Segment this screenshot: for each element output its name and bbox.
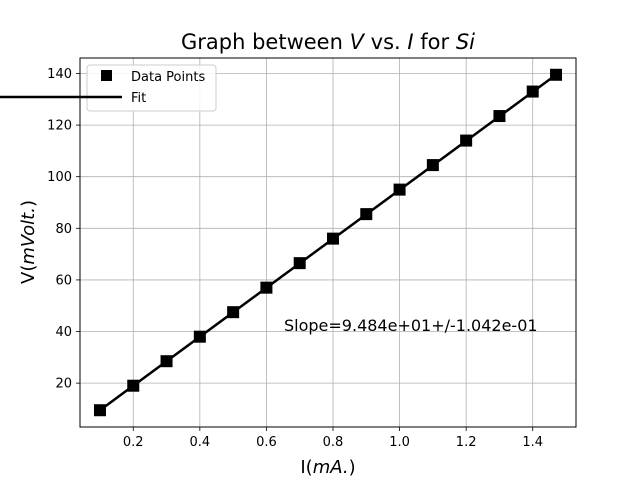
legend-box <box>86 64 217 112</box>
slope-annotation: Slope=9.484e+01+/-1.042e-01 <box>284 316 538 335</box>
x-axis-label-suffix: ) <box>349 457 356 478</box>
x-tick-label: 0.2 <box>123 435 144 450</box>
legend: Data Points Fit <box>0 64 217 112</box>
legend-label-data-points: Data Points <box>131 70 205 85</box>
data-point <box>460 134 473 147</box>
y-tick-label: 140 <box>47 67 72 82</box>
title-middle: vs. <box>364 30 407 54</box>
plot-frame <box>79 57 577 428</box>
data-point <box>193 330 206 343</box>
y-tick-label: 120 <box>47 119 72 134</box>
title-prefix: Graph between <box>181 30 350 54</box>
x-tick-label: 0.6 <box>256 435 277 450</box>
legend-label-fit: Fit <box>131 91 146 106</box>
x-tick-label: 0.4 <box>189 435 210 450</box>
x-axis: 0.2 0.4 0.6 0.8 1.0 1.2 1.4 <box>123 427 543 450</box>
data-point <box>426 159 439 172</box>
x-axis-label-prefix: I( <box>300 457 312 478</box>
y-axis-label-unit: mVolt. <box>18 207 39 265</box>
data-point <box>393 183 406 196</box>
y-axis: 20 40 60 80 100 120 140 <box>47 67 80 392</box>
data-point <box>260 281 273 294</box>
chart-title: Graph between V vs. I for Si <box>181 30 475 54</box>
title-var-y: V <box>350 30 366 54</box>
data-point <box>227 306 240 319</box>
title-material: Si <box>456 30 475 54</box>
data-point <box>360 208 373 221</box>
data-point <box>127 379 140 392</box>
data-point <box>493 110 506 123</box>
data-point <box>526 85 539 98</box>
y-tick-label: 60 <box>55 273 72 288</box>
grid <box>80 58 576 427</box>
data-point <box>326 232 339 245</box>
title-suffix: for <box>414 30 456 54</box>
y-tick-label: 20 <box>55 377 72 392</box>
y-tick-label: 40 <box>55 325 72 340</box>
data-point <box>93 404 106 417</box>
y-axis-label-suffix: ) <box>18 200 39 207</box>
y-axis-label: V(mVolt.) <box>18 200 39 284</box>
legend-marker-data-points <box>101 70 112 81</box>
y-tick-label: 80 <box>55 222 72 237</box>
x-axis-label: I(mA.) <box>300 457 355 478</box>
x-tick-label: 0.8 <box>323 435 344 450</box>
y-tick-label: 100 <box>47 170 72 185</box>
y-axis-label-prefix: V( <box>18 265 39 284</box>
x-tick-label: 1.0 <box>389 435 410 450</box>
data-points-series <box>93 68 563 417</box>
data-point <box>160 355 173 368</box>
x-tick-label: 1.2 <box>456 435 477 450</box>
data-point <box>293 257 306 270</box>
data-point <box>550 68 563 81</box>
x-axis-label-unit: mA. <box>313 457 349 478</box>
x-tick-label: 1.4 <box>522 435 543 450</box>
title-var-x: I <box>407 30 413 54</box>
